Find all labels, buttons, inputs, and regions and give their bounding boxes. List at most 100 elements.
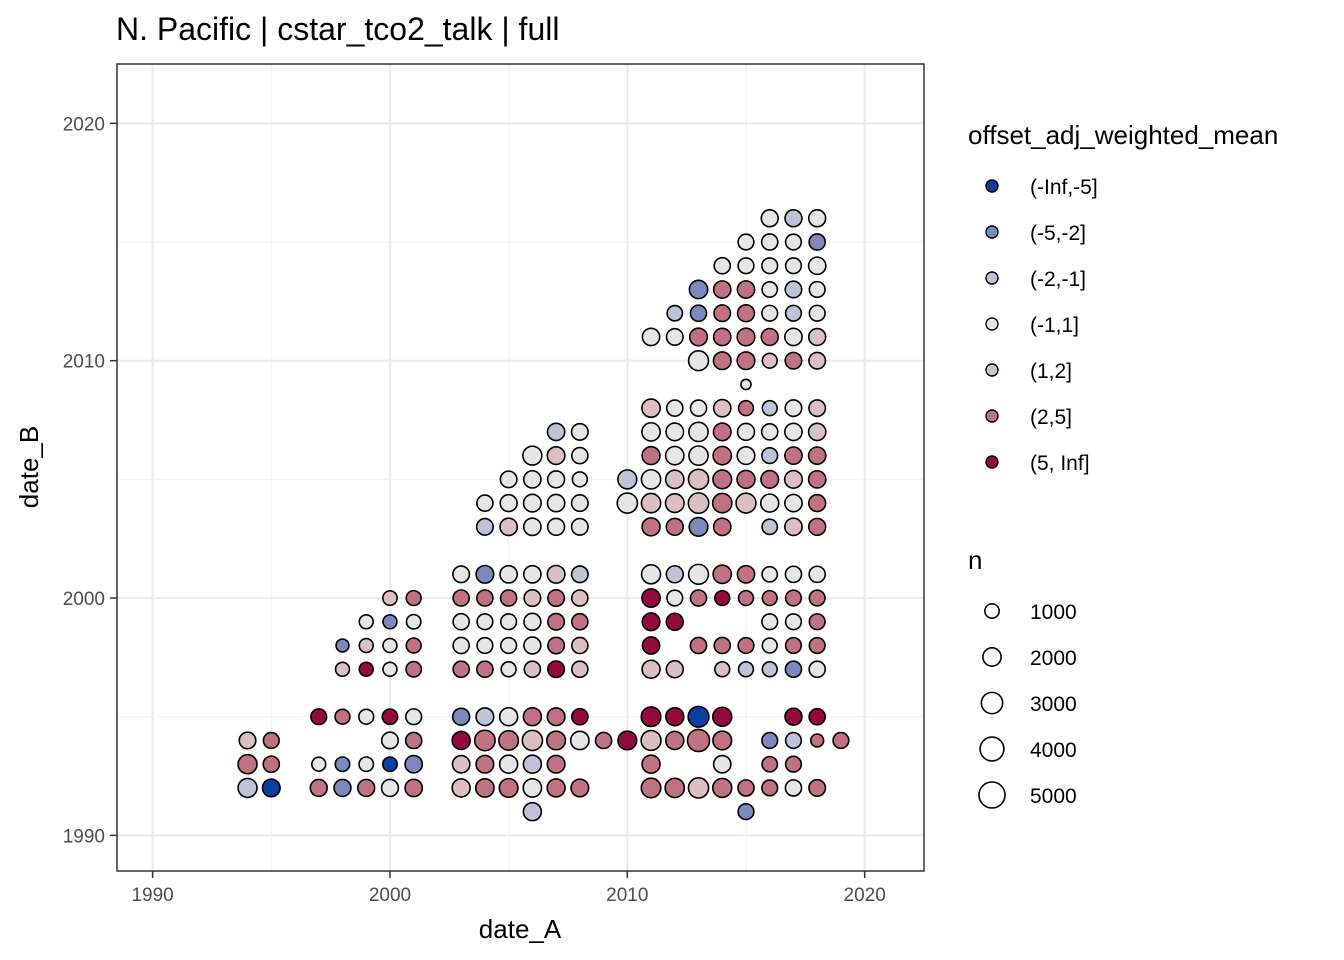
data-point xyxy=(784,613,803,631)
size-legend-key xyxy=(978,781,1006,809)
data-point xyxy=(405,613,422,630)
data-point xyxy=(237,753,258,775)
data-point xyxy=(736,280,756,299)
data-point xyxy=(640,729,662,752)
data-point xyxy=(570,446,589,465)
data-point xyxy=(760,423,779,441)
data-point xyxy=(334,661,351,678)
data-point xyxy=(712,564,733,585)
data-point xyxy=(665,730,685,751)
data-point xyxy=(807,209,827,228)
data-point xyxy=(665,399,684,418)
data-point xyxy=(498,777,519,799)
data-point xyxy=(784,707,803,726)
data-point xyxy=(547,588,566,608)
data-point xyxy=(570,612,589,631)
data-point xyxy=(545,730,567,751)
data-point xyxy=(689,589,708,607)
data-point xyxy=(640,564,662,585)
data-point xyxy=(498,706,519,727)
data-point xyxy=(688,516,709,537)
data-point xyxy=(546,470,566,489)
data-point xyxy=(784,660,803,679)
size-legend-label: 4000 xyxy=(1030,739,1077,762)
data-point xyxy=(546,754,566,774)
size-legend-label: 3000 xyxy=(1030,693,1077,716)
color-legend-label: (-1,1] xyxy=(1030,314,1079,337)
data-point xyxy=(712,754,732,774)
plot-panel xyxy=(117,64,924,871)
data-point xyxy=(761,613,779,631)
data-point xyxy=(405,637,422,654)
data-point xyxy=(712,280,732,299)
data-point xyxy=(784,517,803,537)
data-point xyxy=(712,351,732,371)
data-point xyxy=(452,565,471,584)
color-legend-label: (2,5] xyxy=(1030,406,1072,429)
data-point xyxy=(594,731,613,750)
data-point xyxy=(641,421,661,442)
data-point xyxy=(688,279,709,300)
data-point xyxy=(737,661,755,678)
data-point xyxy=(784,589,803,607)
data-point xyxy=(761,779,779,797)
data-point xyxy=(382,614,398,630)
data-point xyxy=(640,492,662,514)
data-point xyxy=(665,706,685,727)
data-point xyxy=(380,731,400,750)
data-point xyxy=(570,517,589,536)
data-point xyxy=(571,471,589,488)
data-point xyxy=(238,731,257,750)
data-point xyxy=(451,730,471,751)
data-point xyxy=(335,638,350,653)
data-point xyxy=(334,756,351,773)
data-point xyxy=(665,327,684,347)
data-point xyxy=(664,777,686,799)
data-point xyxy=(475,754,495,774)
data-point xyxy=(262,731,280,750)
data-point xyxy=(761,281,779,298)
data-point xyxy=(736,446,756,466)
data-point xyxy=(404,754,424,774)
data-point xyxy=(309,778,328,798)
data-point xyxy=(760,327,779,347)
data-point xyxy=(687,468,710,491)
data-point xyxy=(713,636,732,655)
size-legend-title: n xyxy=(968,545,982,575)
data-point xyxy=(712,327,732,347)
data-point xyxy=(761,399,778,417)
data-point xyxy=(736,327,756,347)
data-point xyxy=(714,661,731,678)
data-point xyxy=(640,468,662,490)
x-axis: 1990 2000 2010 2020 xyxy=(131,871,886,906)
data-point xyxy=(499,589,518,607)
data-point xyxy=(476,613,494,631)
data-point xyxy=(522,777,543,798)
data-point xyxy=(405,708,423,726)
data-point xyxy=(784,233,803,251)
data-point xyxy=(476,589,494,607)
size-legend-key xyxy=(984,603,1000,619)
chart-title: N. Pacific | cstar_tco2_talk | full xyxy=(116,11,559,47)
data-point xyxy=(711,492,733,514)
data-point xyxy=(499,613,518,631)
color-legend-label: (1,2] xyxy=(1030,360,1072,383)
data-point xyxy=(546,493,566,513)
data-point xyxy=(641,445,661,466)
y-tick-label: 2020 xyxy=(63,114,105,135)
color-legend-key xyxy=(985,317,999,331)
data-point xyxy=(547,636,566,655)
data-point xyxy=(689,304,708,323)
data-point xyxy=(807,493,827,513)
data-point xyxy=(522,493,542,513)
data-point xyxy=(808,399,827,418)
data-point xyxy=(761,755,779,773)
data-point xyxy=(784,399,803,418)
data-point xyxy=(334,708,351,725)
data-point xyxy=(380,778,400,798)
data-point xyxy=(475,707,495,727)
data-point xyxy=(665,612,685,632)
data-point xyxy=(641,612,661,632)
data-point xyxy=(807,422,827,442)
data-point xyxy=(808,589,826,607)
